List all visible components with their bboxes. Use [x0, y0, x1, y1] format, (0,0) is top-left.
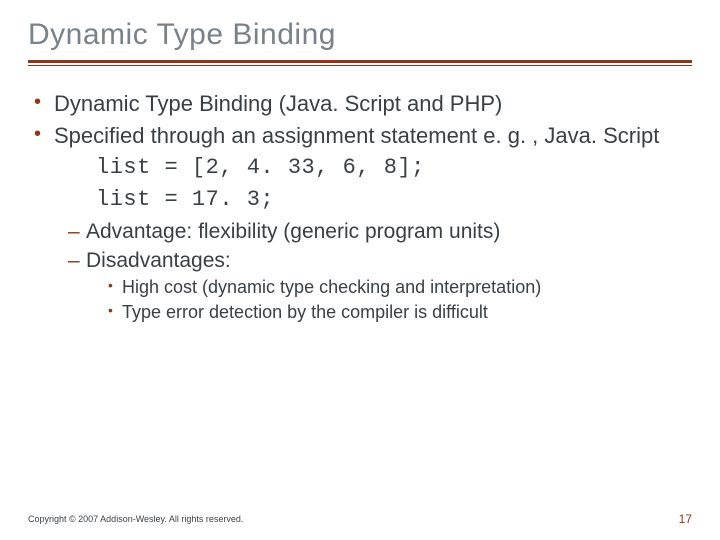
bullet-1: Dynamic Type Binding (Java. Script and P… — [34, 90, 692, 118]
sub-disadvantages: Disadvantages: — [68, 248, 692, 275]
footer-page-number: 17 — [679, 512, 692, 526]
sub-advantage: Advantage: flexibility (generic program … — [68, 219, 692, 246]
slide-body: Dynamic Type Binding (Java. Script and P… — [28, 90, 692, 324]
slide-title: Dynamic Type Binding — [28, 18, 692, 52]
bullet-2: Specified through an assignment statemen… — [34, 122, 692, 150]
slide: Dynamic Type Binding Dynamic Type Bindin… — [0, 0, 720, 540]
code-line-2: list = 17. 3; — [96, 186, 692, 214]
code-line-1: list = [2, 4. 33, 6, 8]; — [96, 154, 692, 182]
title-rule-thick — [28, 60, 692, 63]
subsub-2: Type error detection by the compiler is … — [108, 301, 692, 324]
footer-copyright: Copyright © 2007 Addison-Wesley. All rig… — [28, 514, 243, 524]
subsub-1: High cost (dynamic type checking and int… — [108, 276, 692, 299]
title-rule-thin — [28, 65, 692, 66]
